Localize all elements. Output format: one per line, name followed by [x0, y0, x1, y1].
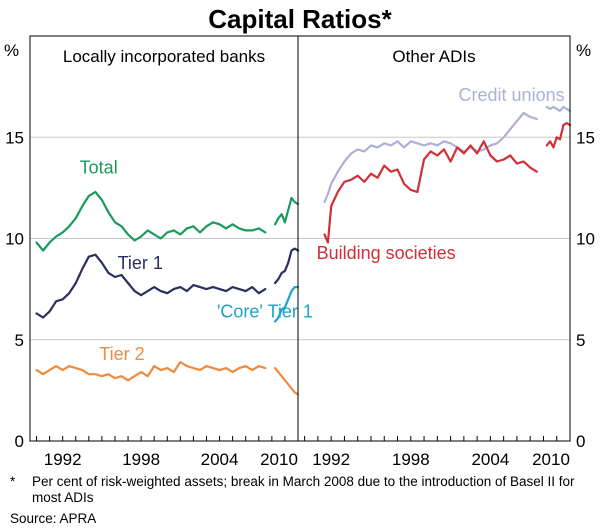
- gridlines: [30, 136, 570, 341]
- y-tick-right-10: 10: [576, 230, 595, 249]
- footnote: * Per cent of risk-weighted assets; brea…: [10, 474, 595, 506]
- plot-border: [29, 35, 571, 442]
- series-line-building-societies-3: [545, 121, 572, 149]
- panels: Locally incorporated banks Other ADIs: [35, 47, 572, 396]
- y-tick-right-0: 0: [576, 432, 585, 451]
- y-tick-right-15: 15: [576, 128, 595, 147]
- panel-title-locally-incorporated-banks: Locally incorporated banks: [63, 47, 265, 66]
- series-label-total: Total: [80, 158, 118, 178]
- series-label-tier-1: Tier 1: [118, 253, 163, 273]
- series-label-credit-unions: Credit unions: [459, 85, 565, 105]
- y-tick-right-5: 5: [576, 331, 585, 350]
- y-axis-unit-right: %: [576, 41, 591, 60]
- series-line-credit-unions-0: [323, 111, 538, 204]
- x-tick-label-2010: 2010: [532, 450, 570, 469]
- x-tick-label-2010: 2010: [260, 450, 298, 469]
- series-line-tier-1-2: [35, 253, 267, 319]
- x-tick-label-1998: 1998: [392, 450, 430, 469]
- series-line-credit-unions-1: [545, 105, 572, 113]
- y-axis-ticks: 0 0 5 5 10 10 15 15: [5, 128, 595, 451]
- series-line-core-tier-1-4: [274, 286, 300, 323]
- y-tick-left-5: 5: [15, 331, 24, 350]
- y-axis-unit-left: %: [4, 41, 19, 60]
- source-note: Source: APRA: [10, 511, 97, 526]
- x-axis-ticks: 1992 1998 2004 2010 1992 1998 2004 2010: [36, 436, 571, 469]
- series-line-total-0: [35, 190, 267, 252]
- series-line-tier-1-3: [274, 247, 300, 285]
- x-tick-label-1992: 1992: [44, 450, 82, 469]
- x-tick-label-1998: 1998: [122, 450, 160, 469]
- series-line-total-1: [274, 196, 300, 226]
- series-labels: Total Tier 1 'Core' Tier 1 Tier 2 Credit uni…: [80, 85, 565, 364]
- y-tick-left-15: 15: [5, 128, 24, 147]
- series-line-tier-2-6: [274, 367, 300, 396]
- panel-title-other-adis: Other ADIs: [392, 47, 475, 66]
- footnote-text: Per cent of risk-weighted assets; break …: [32, 474, 575, 505]
- series-label-building-societies: Building societies: [317, 243, 456, 263]
- chart-title: Capital Ratios*: [208, 4, 392, 34]
- panel-other-adis: Other ADIs: [323, 47, 572, 244]
- footnote-marker: *: [10, 474, 16, 489]
- x-tick-label-2004: 2004: [201, 450, 239, 469]
- series-label-core-tier-1: 'Core' Tier 1: [217, 301, 313, 321]
- x-tick-label-2004: 2004: [471, 450, 509, 469]
- series-line-tier-2-5: [35, 360, 267, 382]
- y-tick-left-10: 10: [5, 230, 24, 249]
- y-tick-left-0: 0: [15, 432, 24, 451]
- plot-frame: [29, 35, 571, 442]
- x-tick-label-1992: 1992: [312, 450, 350, 469]
- series-line-building-societies-2: [323, 140, 538, 244]
- series-label-tier-2: Tier 2: [99, 344, 144, 364]
- panel-locally-incorporated-banks: Locally incorporated banks: [35, 47, 300, 396]
